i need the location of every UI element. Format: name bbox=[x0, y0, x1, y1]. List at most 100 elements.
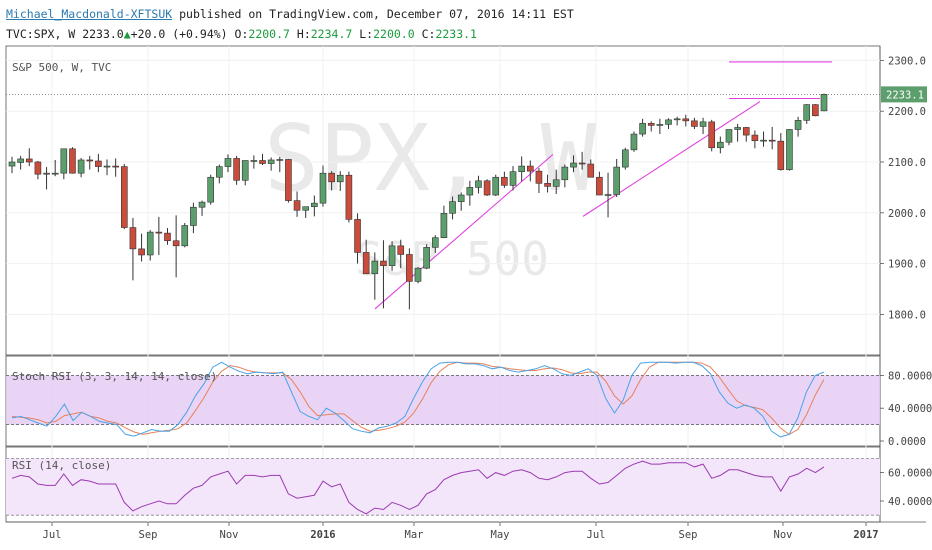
chart-header: Michael_Macdonald-XFTSUK published on Tr… bbox=[6, 4, 926, 44]
candle-body bbox=[647, 123, 655, 126]
candle-body bbox=[717, 141, 724, 149]
candle-body bbox=[241, 160, 249, 181]
candle-body bbox=[544, 183, 551, 187]
close-value: 2233.1 bbox=[435, 27, 477, 41]
candle-body bbox=[518, 165, 525, 172]
last-price: 2233.0 bbox=[82, 27, 124, 41]
time-tick-label: Sep bbox=[139, 529, 158, 541]
candle-body bbox=[267, 159, 275, 164]
candle-body bbox=[43, 172, 50, 175]
candle-body bbox=[742, 127, 750, 136]
time-tick-label: 2017 bbox=[853, 529, 878, 541]
candle-body bbox=[682, 118, 690, 122]
candle-body bbox=[812, 104, 819, 117]
candle-body bbox=[699, 121, 707, 127]
candle-body bbox=[734, 127, 741, 130]
candle-body bbox=[578, 162, 586, 165]
low-value: 2200.0 bbox=[373, 27, 415, 41]
candle-body bbox=[155, 231, 163, 234]
candle-body bbox=[639, 123, 646, 135]
candle-body bbox=[86, 159, 94, 162]
candle-body bbox=[803, 104, 811, 121]
candle-body bbox=[233, 158, 240, 181]
candle-body bbox=[224, 158, 232, 167]
price-tick-label: 2000.0 bbox=[888, 208, 926, 220]
candle-body bbox=[276, 159, 284, 161]
open-label: O: bbox=[234, 27, 249, 41]
trend-line[interactable] bbox=[582, 101, 761, 217]
candle-body bbox=[103, 165, 111, 168]
candle-body bbox=[561, 166, 569, 181]
indicator-bands bbox=[6, 93, 880, 516]
time-tick-label: Sep bbox=[679, 529, 698, 541]
ohlc-line: TVC:SPX, W 2233.0▲+20.0 (+0.94%) O:2200.… bbox=[6, 24, 926, 44]
price-tick-label: 2300.0 bbox=[888, 55, 926, 67]
indicator-lines bbox=[11, 361, 825, 515]
candle-body bbox=[423, 247, 430, 269]
price-tick-label: 2100.0 bbox=[888, 157, 926, 169]
candle-body bbox=[786, 129, 793, 170]
candle-body bbox=[164, 232, 171, 242]
price-tick-label: 1800.0 bbox=[888, 309, 926, 321]
candle-body bbox=[596, 176, 603, 196]
candle-body bbox=[250, 160, 258, 162]
publish-info: published on TradingView.com, December 0… bbox=[179, 7, 574, 21]
candle-body bbox=[630, 133, 638, 151]
candle-body bbox=[112, 165, 119, 168]
candle-body bbox=[198, 201, 206, 208]
rsi-tick-label: 60.0000 bbox=[888, 468, 932, 480]
stoch-tick-label: 80.0000 bbox=[888, 370, 932, 382]
candle-body bbox=[751, 134, 759, 141]
price-tick-label: 2200.0 bbox=[888, 106, 926, 118]
stoch-overbought-band bbox=[6, 375, 880, 425]
rsi-line bbox=[11, 460, 825, 515]
close-label: C: bbox=[421, 27, 436, 41]
candle-body bbox=[406, 254, 413, 282]
candle-body bbox=[768, 139, 776, 142]
candle-body bbox=[311, 202, 318, 208]
candle-body bbox=[457, 194, 465, 202]
last-price-tag bbox=[881, 86, 927, 103]
candle-body bbox=[345, 174, 353, 220]
candle-body bbox=[440, 213, 448, 238]
candlestick-series bbox=[8, 93, 828, 310]
candle-body bbox=[371, 260, 379, 275]
candle-body bbox=[622, 149, 629, 168]
open-value: 2200.7 bbox=[248, 27, 290, 41]
candle-body bbox=[328, 172, 335, 183]
candle-body bbox=[656, 124, 664, 126]
rsi-legend: RSI (14, close) bbox=[12, 459, 111, 472]
candle-body bbox=[95, 160, 102, 167]
candle-body bbox=[8, 161, 16, 167]
trend-lines[interactable] bbox=[374, 61, 832, 310]
candle-body bbox=[613, 166, 620, 195]
candle-body bbox=[302, 206, 310, 211]
candle-body bbox=[172, 240, 180, 247]
time-tick-label: Nov bbox=[774, 529, 793, 541]
candle-body bbox=[69, 148, 76, 174]
candle-body bbox=[431, 237, 439, 248]
author-link[interactable]: Michael_Macdonald-XFTSUK bbox=[6, 7, 173, 21]
stoch-tick-label: 40.0000 bbox=[888, 403, 932, 415]
price-change: +20.0 (+0.94%) bbox=[130, 27, 228, 41]
candle-body bbox=[587, 163, 595, 178]
candle-body bbox=[388, 245, 396, 266]
candle-body bbox=[51, 172, 59, 175]
candle-body bbox=[475, 180, 482, 188]
candle-body bbox=[336, 174, 344, 183]
candle-body bbox=[397, 245, 405, 255]
candle-body bbox=[552, 179, 560, 187]
grid-lines bbox=[6, 46, 880, 522]
time-tick-label: Jul bbox=[587, 529, 606, 541]
candle-body bbox=[17, 158, 24, 163]
candle-body bbox=[725, 129, 733, 143]
candle-body bbox=[190, 206, 197, 226]
candle-body bbox=[77, 159, 85, 174]
candle-body bbox=[34, 161, 42, 175]
candle-body bbox=[138, 248, 145, 256]
trend-line[interactable] bbox=[374, 153, 554, 310]
candle-body bbox=[259, 160, 266, 164]
rsi-band bbox=[6, 458, 880, 516]
candle-body bbox=[501, 176, 508, 186]
